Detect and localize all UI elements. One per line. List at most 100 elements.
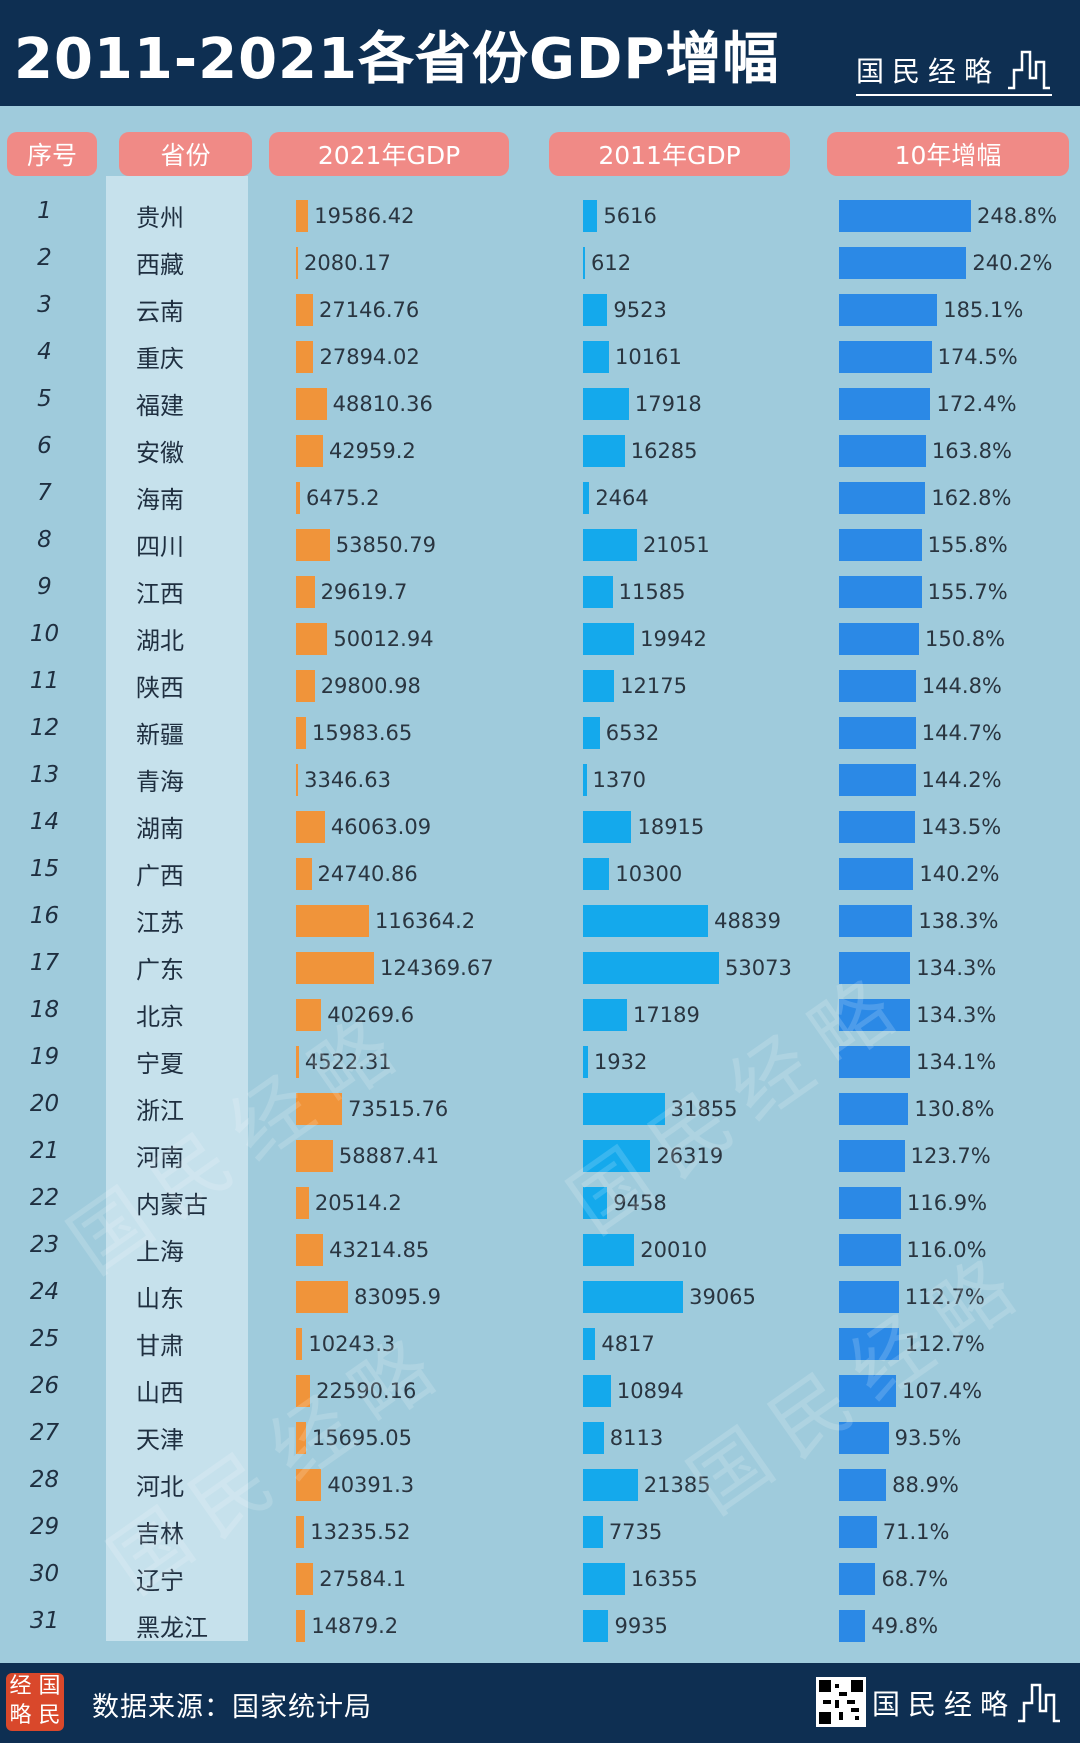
province-label: 辽宁 <box>136 1567 184 1595</box>
growth-bar <box>839 858 914 890</box>
gdp2021-value: 19586.42 <box>314 204 415 228</box>
table-row: 24 山东 83095.9 39065 112.7% <box>0 1273 1080 1320</box>
rank-label: 14 <box>29 809 60 835</box>
province-label: 山西 <box>136 1379 184 1407</box>
column-header-growth: 10年增幅 <box>827 132 1069 176</box>
growth-value: 155.7% <box>927 580 1008 604</box>
growth-bar <box>839 1234 901 1266</box>
province-label: 广东 <box>136 956 184 984</box>
table-row: 19 宁夏 4522.31 1932 134.1% <box>0 1038 1080 1085</box>
province-label: 天津 <box>136 1426 184 1454</box>
growth-bar <box>839 670 916 702</box>
rank-label: 6 <box>37 433 52 459</box>
data-source: 数据来源：国家统计局 <box>92 1692 372 1723</box>
gdp2021-value: 46063.09 <box>330 815 432 839</box>
gdp2021-value: 43214.85 <box>329 1238 430 1262</box>
rank-label: 31 <box>29 1608 60 1634</box>
province-label: 安徽 <box>136 439 184 467</box>
gdp2011-value: 16355 <box>630 1567 698 1591</box>
gdp2011-bar <box>583 670 615 702</box>
gdp2021-bar <box>296 1093 343 1125</box>
gdp2011-value: 53073 <box>725 956 792 980</box>
gdp2021-bar <box>296 858 312 890</box>
growth-bar <box>839 1328 899 1360</box>
growth-value: 140.2% <box>919 862 1000 886</box>
rank-label: 17 <box>29 950 60 976</box>
gdp2021-bar <box>296 1281 349 1313</box>
column-header-gdp2011: 2011年GDP <box>549 132 790 176</box>
growth-bar <box>839 999 911 1031</box>
gdp2021-value: 40269.6 <box>327 1003 415 1027</box>
gdp2021-bar <box>296 1516 305 1548</box>
province-label: 云南 <box>136 298 184 326</box>
gdp2011-bar <box>583 1093 665 1125</box>
growth-value: 143.5% <box>921 815 1002 839</box>
growth-bar <box>839 435 926 467</box>
gdp2021-value: 27894.02 <box>319 345 420 369</box>
gdp2021-value: 6475.2 <box>306 486 380 510</box>
growth-value: 248.8% <box>977 204 1058 228</box>
gdp2021-value: 58887.41 <box>338 1144 440 1168</box>
province-label: 黑龙江 <box>136 1614 208 1642</box>
gdp2011-value: 20010 <box>640 1238 708 1262</box>
growth-bar <box>839 905 913 937</box>
growth-value: 68.7% <box>881 1567 949 1591</box>
table-row: 17 广东 124369.67 53073 134.3% <box>0 944 1080 991</box>
brand-logo: 国民经略 <box>855 48 1052 96</box>
table-row: 20 浙江 73515.76 31855 130.8% <box>0 1085 1080 1132</box>
qr-code-icon <box>816 1677 866 1727</box>
growth-value: 134.1% <box>916 1050 997 1074</box>
gdp2021-bar <box>296 1375 311 1407</box>
province-label: 江苏 <box>136 909 184 937</box>
gdp2011-value: 8113 <box>609 1426 664 1450</box>
table-row: 21 河南 58887.41 26319 123.7% <box>0 1132 1080 1179</box>
province-label: 宁夏 <box>136 1050 184 1078</box>
gdp2011-bar <box>583 999 628 1031</box>
gdp2021-bar <box>296 1469 322 1501</box>
rank-label: 7 <box>37 480 52 506</box>
header-banner: 2011-2021各省份GDP增幅 国民经略 <box>0 0 1080 106</box>
gdp2011-value: 5616 <box>603 204 657 228</box>
rank-label: 2 <box>37 245 52 271</box>
growth-bar <box>839 529 922 561</box>
gdp2021-bar <box>296 1422 306 1454</box>
gdp2021-value: 15983.65 <box>312 721 413 745</box>
footer: 经 国 略 民 数据来源：国家统计局 国民经略 <box>0 1663 1080 1743</box>
province-label: 重庆 <box>136 345 184 373</box>
gdp2011-bar <box>583 1563 625 1595</box>
gdp2021-bar <box>296 341 314 373</box>
rank-label: 28 <box>29 1467 60 1493</box>
gdp2021-value: 15695.05 <box>311 1426 413 1450</box>
gdp2011-bar <box>583 1281 684 1313</box>
growth-value: 174.5% <box>937 345 1018 369</box>
province-label: 上海 <box>136 1238 184 1266</box>
chart-title: 2011-2021各省份GDP增幅 <box>14 27 780 92</box>
gdp2011-bar <box>583 717 600 749</box>
footer-brand-text: 国民经略 <box>872 1688 1017 1721</box>
gdp2021-bar <box>296 294 314 326</box>
province-label: 江西 <box>136 580 184 608</box>
growth-bar <box>839 1187 902 1219</box>
rank-label: 3 <box>37 292 52 318</box>
rank-label: 27 <box>29 1420 60 1446</box>
gdp2021-bar <box>296 435 323 467</box>
building-icon <box>1018 1683 1061 1723</box>
column-header-province: 省份 <box>119 132 252 176</box>
table-row: 12 新疆 15983.65 6532 144.7% <box>0 709 1080 756</box>
growth-value: 134.3% <box>916 956 997 980</box>
growth-bar <box>839 247 967 279</box>
growth-value: 123.7% <box>910 1144 991 1168</box>
gdp2021-value: 27146.76 <box>319 298 420 322</box>
gdp2011-value: 48839 <box>714 909 781 933</box>
gdp2021-bar <box>296 200 309 232</box>
growth-value: 107.4% <box>901 1379 983 1403</box>
table-row: 11 陕西 29800.98 12175 144.8% <box>0 662 1080 709</box>
table-row: 16 江苏 116364.2 48839 138.3% <box>0 897 1080 944</box>
gdp2021-bar <box>296 717 307 749</box>
gdp2021-bar <box>296 388 327 420</box>
table-row: 8 四川 53850.79 21051 155.8% <box>0 521 1080 568</box>
gdp2021-bar <box>296 1140 333 1172</box>
footer-brand: 国民经略 <box>872 1681 1062 1723</box>
gdp2021-value: 27584.1 <box>319 1567 407 1591</box>
gdp2011-value: 2464 <box>595 486 649 510</box>
